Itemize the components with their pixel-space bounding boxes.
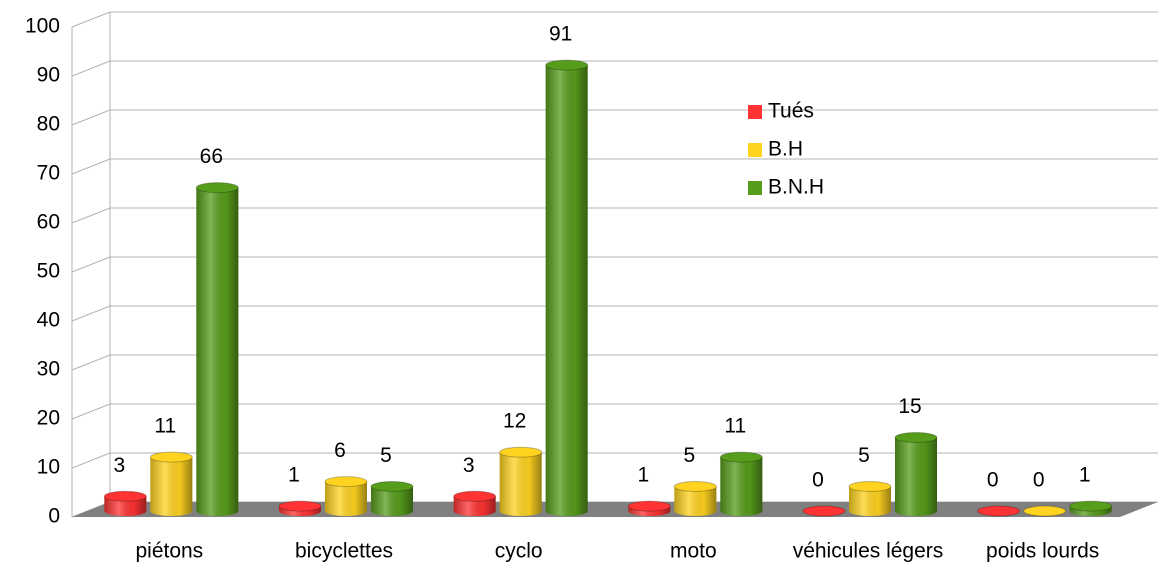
grid-line — [71, 256, 111, 273]
bar — [103, 490, 147, 516]
bar-top — [1069, 500, 1113, 512]
bar — [802, 505, 846, 517]
bar-top — [977, 505, 1021, 517]
grid-line — [71, 207, 111, 224]
bar-top — [545, 59, 589, 71]
bar — [673, 481, 717, 516]
x-tick-label: piétons — [135, 540, 203, 563]
data-label: 91 — [549, 23, 572, 46]
y-tick-label: 70 — [37, 162, 60, 185]
bar — [499, 446, 543, 516]
y-tick-label: 20 — [37, 407, 60, 430]
y-tick-label: 40 — [37, 309, 60, 332]
bar — [627, 500, 671, 516]
data-label: 1 — [288, 464, 300, 487]
bar-shade — [545, 65, 588, 511]
grid-line — [71, 305, 111, 322]
bar — [1069, 500, 1113, 516]
y-tick-label: 80 — [37, 113, 60, 136]
legend-swatch — [748, 105, 762, 119]
y-tick-label: 100 — [25, 15, 60, 38]
bar — [453, 490, 497, 516]
bar-top — [499, 446, 543, 458]
y-tick-label: 30 — [37, 358, 60, 381]
bar — [545, 59, 589, 516]
bar-top — [627, 500, 671, 512]
grid-line — [71, 11, 111, 28]
data-label: 66 — [200, 145, 223, 168]
bar — [278, 500, 322, 516]
bar — [370, 481, 414, 516]
grid-line — [71, 109, 111, 126]
bar-top — [673, 481, 717, 492]
data-label: 1 — [637, 464, 649, 487]
bar — [149, 451, 193, 516]
x-tick-label: poids lourds — [986, 540, 1099, 563]
x-tick-label: bicyclettes — [295, 540, 393, 563]
bar-top — [370, 481, 414, 492]
y-tick-label: 60 — [37, 211, 60, 234]
grid-line — [71, 452, 111, 469]
bar-top — [802, 505, 846, 517]
data-label: 11 — [724, 415, 746, 438]
legend-label: B.N.H — [768, 176, 824, 199]
grid-line — [71, 158, 111, 175]
data-label: 0 — [1033, 469, 1045, 492]
y-tick-label: 90 — [37, 64, 60, 87]
bar-shade — [499, 452, 542, 511]
bar — [848, 481, 892, 516]
bar — [324, 476, 368, 516]
bar-top — [719, 451, 763, 463]
bar-top — [848, 481, 892, 492]
legend-swatch — [748, 143, 762, 157]
bar — [977, 505, 1021, 517]
x-tick-label: moto — [670, 540, 717, 563]
bar-top — [278, 500, 322, 512]
legend-label: B.H — [768, 138, 803, 161]
grid-line — [71, 60, 111, 77]
bar — [1023, 505, 1067, 517]
data-label: 5 — [380, 444, 392, 467]
bar-top — [324, 476, 368, 488]
data-label: 15 — [898, 395, 921, 418]
bar-top — [1023, 505, 1067, 517]
legend-label: Tués — [768, 100, 814, 123]
grid-line — [71, 354, 111, 371]
data-label: 5 — [683, 444, 695, 467]
data-label: 5 — [858, 444, 870, 467]
data-label: 3 — [113, 454, 125, 477]
bar — [195, 182, 239, 516]
bar-shade — [150, 457, 193, 511]
data-label: 0 — [812, 469, 824, 492]
data-label: 1 — [1079, 464, 1091, 487]
bar-top — [103, 490, 147, 502]
data-label: 0 — [987, 469, 999, 492]
y-tick-label: 0 — [48, 505, 60, 528]
bar — [719, 451, 763, 516]
data-label: 3 — [463, 454, 475, 477]
data-label: 11 — [154, 415, 176, 438]
bar-shade — [895, 437, 937, 511]
data-label: 6 — [334, 439, 346, 462]
bar-shade — [720, 457, 763, 511]
y-tick-label: 10 — [37, 456, 60, 479]
bar-top — [149, 451, 193, 463]
legend-swatch — [748, 181, 762, 195]
y-tick-label: 50 — [37, 260, 60, 283]
grid-line — [71, 403, 111, 420]
data-label: 12 — [503, 410, 526, 433]
bar — [894, 432, 938, 516]
bar-top — [894, 432, 938, 443]
bar-shade — [196, 187, 239, 511]
x-tick-label: cyclo — [495, 540, 543, 563]
bar-top — [453, 490, 497, 502]
bar-top — [195, 182, 239, 194]
x-tick-label: véhicules légers — [793, 540, 944, 563]
